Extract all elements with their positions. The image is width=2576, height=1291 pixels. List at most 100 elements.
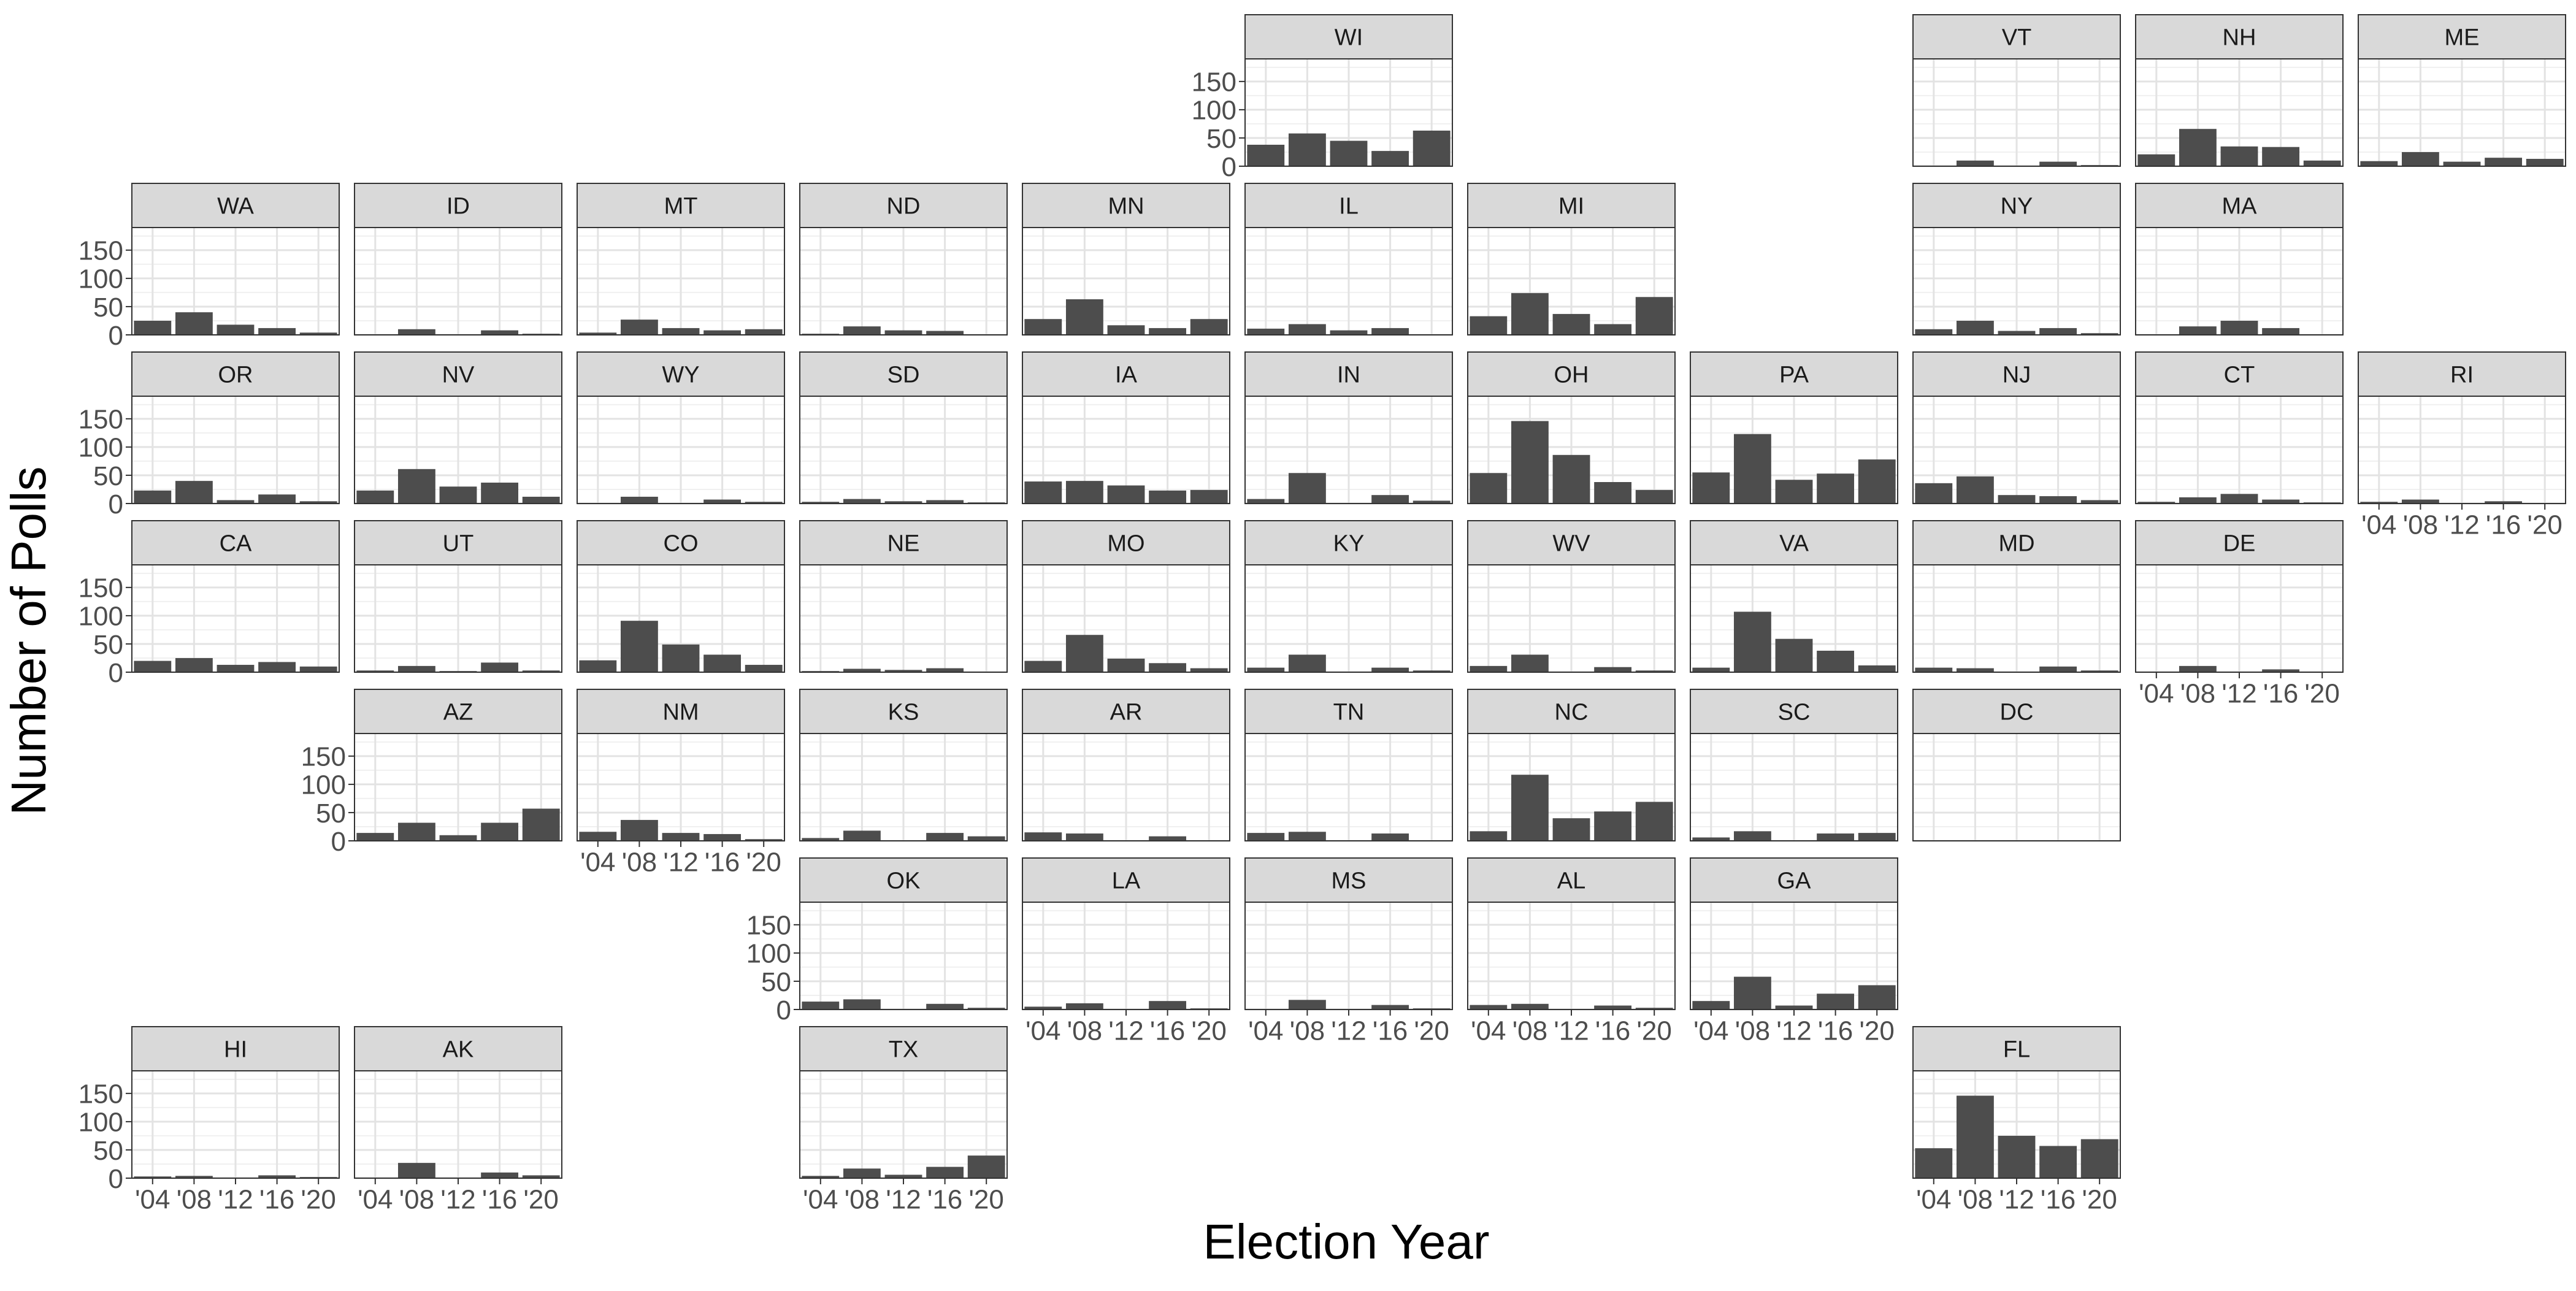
- x-tick-label: '08: [622, 847, 657, 877]
- x-tick-label: '08: [1512, 1016, 1547, 1046]
- facet-border-wa: [131, 227, 340, 335]
- x-tick-label: '16: [1373, 1016, 1408, 1046]
- x-tick-label: '08: [2403, 510, 2438, 540]
- bar-ok-2004: [802, 1002, 840, 1009]
- facet-title-ms: MS: [1332, 868, 1367, 894]
- facet-strip-wi: [1244, 14, 1453, 59]
- x-tick-label: '04: [358, 1184, 393, 1214]
- facet-strip-dc: [1912, 689, 2121, 734]
- bar-la-2008: [1065, 1003, 1103, 1009]
- bar-mo-2004: [1024, 661, 1062, 672]
- facet-title-tx: TX: [889, 1037, 919, 1063]
- facet-strip-ut: [354, 520, 562, 565]
- facet-title-ca: CA: [220, 531, 252, 557]
- y-tick-label: 150: [79, 405, 123, 435]
- facet-title-nm: NM: [662, 700, 699, 726]
- bar-nv-2012: [439, 486, 477, 504]
- bar-in-2008: [1288, 473, 1326, 504]
- x-tick-label: '08: [1067, 1016, 1102, 1046]
- y-tick-label: 0: [109, 321, 123, 351]
- bar-oh-2016: [1594, 482, 1632, 504]
- bar-ks-2020: [967, 836, 1005, 841]
- facet-strip-pa: [1690, 351, 1898, 397]
- facet-title-wv: WV: [1552, 531, 1590, 557]
- facet-border-ny: [1912, 227, 2121, 335]
- bar-ak-2016: [481, 1172, 519, 1178]
- bar-nd-2016: [926, 331, 964, 335]
- bar-wi-2012: [1330, 140, 1368, 166]
- y-tick-label: 100: [79, 433, 123, 463]
- bar-il-2008: [1288, 324, 1326, 335]
- x-tick-label: '20: [524, 1184, 559, 1214]
- bar-ok-2020: [967, 1008, 1005, 1009]
- facet-strip-mo: [1022, 520, 1230, 565]
- facet-title-oh: OH: [1554, 362, 1589, 388]
- bar-sd-2004: [802, 502, 840, 504]
- x-tick-label: '16: [927, 1184, 962, 1214]
- bar-mi-2012: [1552, 313, 1590, 335]
- bar-nh-2016: [2262, 147, 2300, 166]
- facet-border-ut: [354, 564, 562, 673]
- bar-or-2004: [134, 490, 172, 504]
- facet-strip-ne: [799, 520, 1008, 565]
- facet-title-ar: AR: [1110, 700, 1143, 726]
- facet-title-la: LA: [1112, 868, 1141, 894]
- x-tick-label: '08: [1290, 1016, 1325, 1046]
- facet-title-nc: NC: [1555, 700, 1589, 726]
- bar-tx-2020: [967, 1155, 1005, 1178]
- bar-md-2020: [2080, 670, 2118, 672]
- bar-nm-2008: [620, 819, 658, 841]
- bar-mo-2020: [1190, 668, 1228, 672]
- bar-ks-2008: [843, 830, 881, 841]
- bar-fl-2016: [2039, 1146, 2077, 1178]
- bar-mo-2008: [1065, 635, 1103, 672]
- y-tick-label: 0: [109, 1164, 123, 1194]
- facet-strip-ms: [1244, 857, 1453, 903]
- facet-border-mo: [1022, 564, 1230, 673]
- bar-ri-2004: [2360, 502, 2398, 504]
- x-tick-label: '04: [135, 1184, 170, 1214]
- bar-sd-2012: [884, 501, 922, 504]
- x-tick-label: '12: [2444, 510, 2479, 540]
- bar-mi-2008: [1511, 293, 1549, 335]
- x-tick-label: '20: [2082, 1184, 2117, 1214]
- facet-border-wy: [577, 396, 785, 504]
- bar-mn-2012: [1107, 325, 1145, 335]
- facet-strip-al: [1467, 857, 1676, 903]
- y-tick-label: 50: [93, 293, 123, 323]
- facet-strip-mi: [1467, 183, 1676, 228]
- bar-in-2004: [1247, 499, 1285, 504]
- facet-title-va: VA: [1779, 531, 1809, 557]
- bar-pa-2012: [1775, 480, 1813, 504]
- bar-mt-2012: [662, 328, 700, 335]
- bar-pa-2016: [1817, 473, 1855, 504]
- bar-al-2008: [1511, 1003, 1549, 1009]
- bar-nm-2016: [703, 833, 742, 841]
- facet-strip-nc: [1467, 689, 1676, 734]
- y-tick-label: 0: [109, 658, 123, 688]
- x-tick-label: '04: [2139, 678, 2174, 708]
- facet-border-nv: [354, 396, 562, 504]
- x-tick-label: '12: [218, 1184, 253, 1214]
- facet-border-me: [2358, 58, 2566, 167]
- bar-ak-2020: [522, 1175, 560, 1178]
- y-tick-label: 100: [79, 264, 123, 294]
- bar-va-2012: [1775, 638, 1813, 672]
- bar-nv-2008: [397, 469, 435, 504]
- facet-border-md: [1912, 564, 2121, 673]
- bar-hi-2016: [258, 1175, 296, 1178]
- facet-strip-ok: [799, 857, 1008, 903]
- facet-border-dc: [1912, 733, 2121, 841]
- facet-border-wi: [1244, 58, 1453, 167]
- bar-il-2004: [1247, 328, 1285, 335]
- x-tick-label: '16: [2263, 678, 2298, 708]
- bar-wy-2008: [620, 496, 658, 504]
- bar-ny-2016: [2039, 328, 2077, 335]
- facet-border-ne: [799, 564, 1008, 673]
- y-tick-label: 150: [79, 1079, 123, 1109]
- x-tick-label: '12: [1554, 1016, 1589, 1046]
- bar-va-2016: [1817, 651, 1855, 672]
- bar-ia-2012: [1107, 485, 1145, 504]
- x-tick-label: '20: [969, 1184, 1004, 1214]
- x-tick-label: '12: [440, 1184, 475, 1214]
